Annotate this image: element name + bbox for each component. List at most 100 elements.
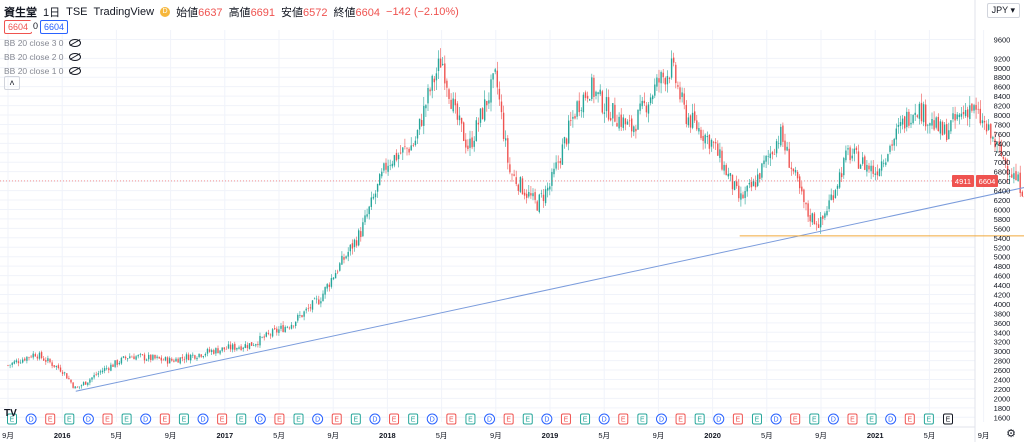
candle-body [87,382,89,385]
candle-body [450,99,452,109]
candle-body [505,138,507,141]
candle-body [887,154,889,162]
eye-hidden-icon[interactable] [68,39,81,47]
candle-body [868,165,870,170]
candle-body [116,360,118,365]
candle-body [463,122,465,141]
drawn-lines [0,180,1024,392]
dividend-event-icon [25,413,37,425]
candle-body [614,104,616,122]
candle-body [307,308,309,309]
candle-body [9,364,11,366]
candle-body [164,357,167,361]
candle-body [895,128,897,140]
y-tick-label: 1600 [994,413,1011,422]
candle-body [1015,171,1017,181]
x-tick-label: 2020 [704,431,721,440]
earnings-event-label: E [697,417,702,424]
candle-body [477,122,480,125]
earnings-event-label: E [354,417,359,424]
earnings-event-icon [389,413,400,425]
candle-body [444,63,446,84]
candle-body [561,144,564,165]
earnings-event-label: E [907,417,912,424]
candle-body [334,273,337,279]
symbol-name[interactable]: 資生堂 [4,7,37,19]
dividend-event-label: D [487,417,492,424]
indicator-bb-1[interactable]: BB 20 close 1 0 [4,66,81,76]
candle-body [263,336,265,338]
candle-body [316,298,318,300]
candle-body [322,293,324,302]
candle-body [255,344,257,346]
candle-body [973,105,975,111]
close-value: 6604 [355,7,381,19]
candle-body [202,356,204,358]
collapse-legend-chevron-up-icon[interactable]: ˄ [4,76,20,90]
eye-hidden-icon[interactable] [68,67,81,75]
dividend-event-label: D [143,417,148,424]
candle-body [897,125,900,127]
candle-body [85,381,87,385]
candle-body [175,358,177,362]
candle-body [847,148,849,150]
candle-body [59,367,62,372]
candle-body [641,100,643,107]
candle-body [589,99,591,101]
indicator-bb-2[interactable]: BB 20 close 2 0 [4,52,81,62]
currency-selector[interactable]: JPY ▾ [986,3,1020,18]
settings-gear-icon[interactable]: ⚙ [1006,428,1016,440]
candle-body [292,325,295,327]
candle-body [710,140,713,147]
candle-body [761,163,763,178]
candle-body [927,124,929,126]
candle-body [828,200,830,209]
candle-body [129,356,131,359]
candle-body [143,354,146,361]
interval[interactable]: 1日 [43,7,61,19]
indicator-bb-3[interactable]: BB 20 close 3 0 [4,38,81,48]
earnings-event-icon [866,413,877,425]
earnings-event-icon [7,413,17,425]
x-tick-label: 2019 [542,431,559,440]
eye-hidden-icon[interactable] [68,53,81,61]
candle-body [788,148,790,168]
candle-body [475,120,477,141]
candle-body [885,162,887,165]
candle-body [435,73,438,81]
candle-body [666,75,669,85]
candle-body [95,374,97,375]
candle-body [1002,156,1005,159]
candle-body [425,105,427,109]
candle-body [862,157,864,164]
candle-body [51,362,53,366]
sell-price-box[interactable]: 6604 [4,20,33,34]
candle-body [719,149,721,158]
earnings-event-label: E [506,417,511,424]
earnings-event-icon [618,413,629,425]
earnings-event-icon [923,413,934,425]
candle-body [393,155,396,166]
y-tick-label: 6400 [994,187,1011,196]
candle-body [929,123,931,126]
earnings-event-label: E [621,417,626,424]
last-price-tags: 4911 6604 [952,174,998,187]
candle-body [40,352,43,358]
candle-body [534,192,536,200]
candle-body [855,147,858,150]
candle-body [673,57,675,63]
candle-body [135,356,137,360]
candle-body [706,136,708,138]
candle-body [208,349,211,352]
candle-body [318,299,320,305]
candle-body [956,114,958,120]
candle-body [280,325,282,329]
candle-body [704,134,706,144]
candle-body [908,111,910,126]
candle-body [689,115,692,128]
buy-price-box[interactable]: 6604 [40,20,69,34]
candle-body [935,117,937,128]
dividend-event-icon [598,413,610,425]
x-tick-label: 2018 [379,431,396,440]
